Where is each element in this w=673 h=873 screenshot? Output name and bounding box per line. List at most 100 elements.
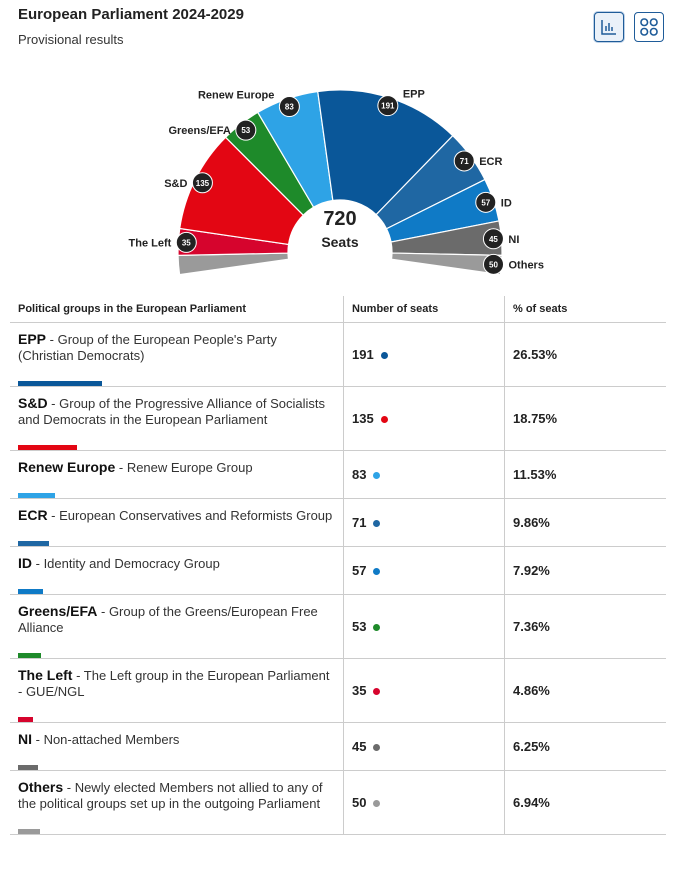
- seat-badge: [278, 96, 300, 118]
- group-abbr: Renew Europe: [18, 459, 116, 475]
- seat-badge: [235, 119, 257, 141]
- table-row: ECR - European Conservatives and Reformi…: [10, 498, 666, 547]
- pct-value: 7.92%: [513, 563, 550, 578]
- group-abbr: ECR: [18, 507, 48, 523]
- grid-view-button[interactable]: [634, 12, 664, 42]
- group-cell: ECR - European Conservatives and Reformi…: [10, 498, 344, 547]
- seats-cell: 50: [343, 770, 505, 835]
- group-color-dot: [373, 520, 381, 528]
- group-cell: NI - Non-attached Members: [10, 722, 344, 771]
- seat-share-bar: [18, 445, 77, 450]
- seat-share-bar: [18, 493, 55, 498]
- seat-badge-value: 50: [489, 260, 498, 269]
- groups-table: Political groups in the European Parliam…: [10, 296, 666, 835]
- group-label: Others: [509, 259, 544, 271]
- group-label: Renew Europe: [198, 90, 274, 102]
- seats-value: 83: [352, 467, 367, 482]
- group-color-dot: [380, 416, 388, 424]
- seats-value: 57: [352, 563, 367, 578]
- bar-chart-view-button[interactable]: [594, 12, 624, 42]
- header-pct: % of seats: [504, 296, 666, 323]
- seat-badge: [453, 150, 475, 172]
- seat-share-bar: [18, 717, 33, 722]
- pct-cell: 6.25%: [504, 722, 666, 771]
- seat-share-bar: [18, 589, 43, 594]
- grid-icon: [640, 18, 658, 36]
- page-title: European Parliament 2024-2029: [18, 6, 244, 23]
- seats-cell: 35: [343, 658, 505, 723]
- seat-badge-value: 53: [241, 126, 250, 135]
- header-group: Political groups in the European Parliam…: [10, 296, 344, 323]
- pct-cell: 4.86%: [504, 658, 666, 723]
- group-cell: Renew Europe - Renew Europe Group: [10, 450, 344, 499]
- table-row: The Left - The Left group in the Europea…: [10, 658, 666, 723]
- table-row: ID - Identity and Democracy Group 57 7.9…: [10, 546, 666, 595]
- table-row: Others - Newly elected Members not allie…: [10, 770, 666, 835]
- group-cell: Greens/EFA - Group of the Greens/Europea…: [10, 594, 344, 659]
- pct-value: 6.25%: [513, 739, 550, 754]
- pct-value: 4.86%: [513, 683, 550, 698]
- seats-value: 135: [352, 411, 374, 426]
- group-cell: Others - Newly elected Members not allie…: [10, 770, 344, 835]
- group-name: Non-attached Members: [43, 732, 180, 747]
- seat-share-bar: [18, 829, 40, 834]
- group-color-dot: [373, 744, 381, 752]
- group-label: S&D: [164, 178, 187, 190]
- group-name: European Conservatives and Reformists Gr…: [59, 508, 333, 523]
- table-row: Greens/EFA - Group of the Greens/Europea…: [10, 594, 666, 659]
- group-color-dot: [373, 568, 381, 576]
- total-seats-value: 720: [323, 208, 356, 230]
- slice-others[interactable]: [177, 252, 290, 276]
- seat-badge-value: 45: [489, 235, 498, 244]
- pct-value: 6.94%: [513, 795, 550, 810]
- group-color-dot: [373, 800, 381, 808]
- group-label: Greens/EFA: [168, 125, 230, 137]
- group-name: The Left group in the European Parliamen…: [18, 668, 330, 699]
- seats-cell: 135: [343, 386, 505, 451]
- group-label: The Left: [129, 237, 172, 249]
- table-row: EPP - Group of the European People's Par…: [10, 322, 666, 387]
- seat-badge: [475, 191, 497, 213]
- seat-badge-value: 83: [285, 103, 294, 112]
- seat-share-bar: [18, 541, 49, 546]
- seats-value: 71: [352, 515, 367, 530]
- group-color-dot: [373, 688, 381, 696]
- seats-cell: 191: [343, 322, 505, 387]
- group-abbr: Others: [18, 779, 64, 795]
- seat-badge: [191, 172, 213, 194]
- seat-badge: [377, 95, 399, 117]
- group-color-dot: [373, 472, 381, 480]
- group-name: Renew Europe Group: [126, 460, 253, 475]
- seat-badge-value: 135: [196, 179, 210, 188]
- group-color-dot: [380, 352, 388, 360]
- table-row: S&D - Group of the Progressive Alliance …: [10, 386, 666, 451]
- pct-cell: 7.36%: [504, 594, 666, 659]
- pct-cell: 18.75%: [504, 386, 666, 451]
- seats-cell: 71: [343, 498, 505, 547]
- seats-value: 53: [352, 619, 367, 634]
- pct-value: 11.53%: [513, 467, 557, 482]
- group-abbr: Greens/EFA: [18, 603, 98, 619]
- group-label: ID: [501, 197, 512, 209]
- group-cell: The Left - The Left group in the Europea…: [10, 658, 344, 723]
- group-label: ECR: [479, 156, 502, 168]
- seats-cell: 45: [343, 722, 505, 771]
- table-row: NI - Non-attached Members 45 6.25%: [10, 722, 666, 771]
- seats-cell: 53: [343, 594, 505, 659]
- group-name: Identity and Democracy Group: [43, 556, 220, 571]
- seat-badge: [483, 253, 505, 275]
- hemicycle-chart: 35 The Left 135 S&D 53 Greens/EFA 83 Renew Euro…: [129, 89, 544, 276]
- group-label: NI: [508, 234, 519, 246]
- pct-cell: 6.94%: [504, 770, 666, 835]
- bar-chart-icon: [601, 20, 616, 35]
- pct-value: 7.36%: [513, 619, 550, 634]
- slice-epp[interactable]: [317, 89, 454, 216]
- group-name: Group of the European People's Party (Ch…: [18, 332, 277, 363]
- seat-share-bar: [18, 653, 41, 658]
- group-name: Group of the Progressive Alliance of Soc…: [18, 396, 326, 427]
- group-abbr: NI: [18, 731, 32, 747]
- total-seats-label: Seats: [321, 234, 359, 250]
- seat-badge-value: 191: [381, 102, 395, 111]
- group-abbr: ID: [18, 555, 32, 571]
- group-abbr: S&D: [18, 395, 48, 411]
